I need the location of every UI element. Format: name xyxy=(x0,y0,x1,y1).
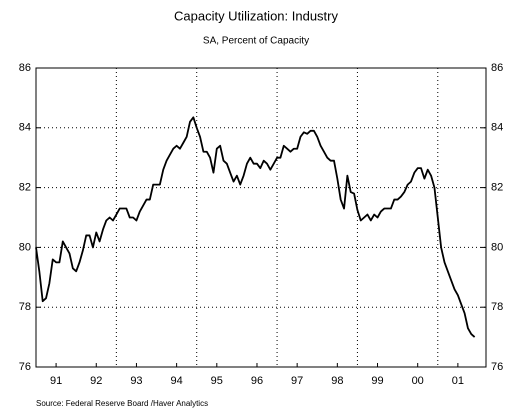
x-tick-label: 95 xyxy=(211,375,223,387)
x-tick-label: 91 xyxy=(50,375,62,387)
source-note: Source: Federal Reserve Board /Haver Ana… xyxy=(36,399,208,408)
chart-subtitle: SA, Percent of Capacity xyxy=(203,36,309,47)
x-tick-label: 93 xyxy=(130,375,142,387)
chart-title: Capacity Utilization: Industry xyxy=(174,8,339,23)
y-tick-label-right: 80 xyxy=(491,241,503,253)
x-tick-label: 00 xyxy=(412,375,424,387)
x-tick-label: 99 xyxy=(371,375,383,387)
x-tick-label: 98 xyxy=(331,375,343,387)
y-tick-label-right: 78 xyxy=(491,301,503,313)
y-tick-label: 80 xyxy=(19,241,31,253)
x-tick-label: 96 xyxy=(251,375,263,387)
plot-frame xyxy=(35,67,487,368)
y-tick-label-right: 84 xyxy=(491,122,503,134)
y-tick-label: 82 xyxy=(19,182,31,194)
y-tick-label-right: 82 xyxy=(491,182,503,194)
y-tick-label: 78 xyxy=(19,301,31,313)
y-tick-label-right: 76 xyxy=(491,361,503,373)
y-tick-label: 76 xyxy=(19,361,31,373)
x-tick-label: 94 xyxy=(171,375,183,387)
data-line xyxy=(35,116,476,338)
x-tick-label: 97 xyxy=(291,375,303,387)
x-tick-label: 01 xyxy=(452,375,464,387)
y-tick-label-right: 86 xyxy=(491,62,503,74)
y-tick-label: 84 xyxy=(19,122,31,134)
x-tick-label: 92 xyxy=(90,375,102,387)
y-tick-label: 86 xyxy=(19,62,31,74)
